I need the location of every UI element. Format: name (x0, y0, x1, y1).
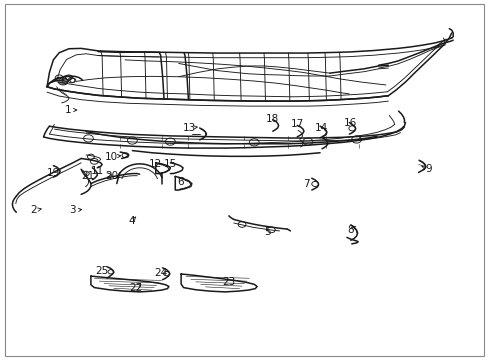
Text: 11: 11 (90, 166, 103, 176)
Text: 10: 10 (105, 152, 118, 162)
Text: 19: 19 (47, 168, 60, 178)
Text: 7: 7 (303, 179, 309, 189)
Text: 23: 23 (222, 277, 235, 287)
Text: 20: 20 (105, 171, 118, 181)
Text: 4: 4 (128, 216, 134, 226)
Text: 3: 3 (69, 206, 76, 216)
Text: 5: 5 (264, 227, 271, 237)
Text: 22: 22 (129, 283, 142, 293)
Text: 12: 12 (149, 159, 162, 169)
Text: 21: 21 (81, 171, 94, 181)
Text: 9: 9 (425, 164, 431, 174)
Text: 13: 13 (183, 123, 196, 133)
Text: 15: 15 (163, 159, 177, 169)
Text: 2: 2 (30, 206, 37, 216)
Text: 1: 1 (64, 105, 71, 115)
Text: 8: 8 (347, 225, 353, 235)
Text: 6: 6 (177, 177, 183, 187)
Text: 14: 14 (314, 123, 327, 133)
Text: 24: 24 (154, 268, 167, 278)
Circle shape (58, 78, 68, 85)
Text: 25: 25 (95, 266, 108, 276)
Text: 16: 16 (344, 118, 357, 128)
Text: 18: 18 (265, 114, 279, 124)
Text: 17: 17 (290, 120, 303, 129)
